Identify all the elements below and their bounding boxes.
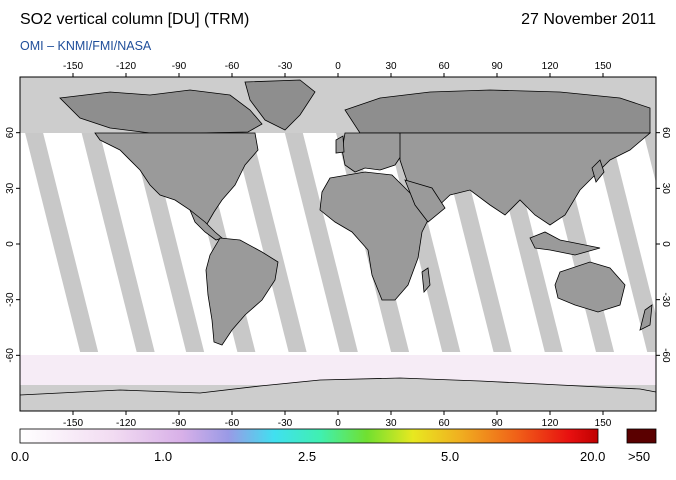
north-america-north [59,89,263,134]
lat-label-left: 60 [5,127,16,139]
australia [554,261,626,313]
eurasia-north [344,89,651,134]
lat-label-left: 30 [5,182,16,194]
lon-label-top: -90 [172,61,187,72]
colorbar [19,428,599,444]
lon-label-bottom: 60 [438,418,450,429]
lon-label-bottom: 30 [385,418,397,429]
lon-label-top: 0 [335,61,341,72]
antarctica [20,377,656,411]
lon-label-bottom: -30 [278,418,293,429]
missing-data-swath [233,133,307,352]
lat-label-left: -60 [5,348,16,363]
madagascar [421,267,431,293]
lon-label-bottom: -60 [225,418,240,429]
indonesia [529,231,601,256]
map-title: SO2 vertical column [DU] (TRM) [20,11,250,28]
map-date: 27 November 2011 [521,11,656,28]
colorbar-label-4: 20.0 [580,449,606,464]
lon-label-bottom: 120 [542,418,559,429]
lat-label-right: 0 [660,241,671,247]
lon-label-top: 30 [385,61,397,72]
lon-label-top: -150 [63,61,83,72]
japan [591,159,605,183]
continents [20,79,656,411]
lon-label-top: -60 [225,61,240,72]
lon-label-bottom: 0 [335,418,341,429]
map-ticks: -150 -150 -120 -120 -90 -90 -60 -60 -30 -30 0 0 30 30… [5,61,671,429]
missing-data-swath [81,133,155,352]
arabia [404,179,446,223]
colorbar-label-3: 5.0 [441,449,460,464]
new-zealand [639,304,653,331]
lon-label-top: 60 [438,61,450,72]
missing-data-swath [284,133,358,352]
missing-data-swath [592,133,656,352]
colorbar-overflow-label: >50 [628,449,651,464]
africa [319,171,433,301]
south-america [205,237,279,346]
lon-label-top: 120 [542,61,559,72]
colorbar-overflow [626,428,657,444]
lat-label-right: 60 [660,127,671,139]
lat-label-right: 30 [660,183,671,195]
lon-label-bottom: 150 [595,418,612,429]
greenland [244,79,316,131]
lon-label-bottom: -90 [172,418,187,429]
lon-label-bottom: 90 [491,418,503,429]
lat-label-right: -30 [660,292,671,307]
lon-label-top: 150 [595,61,612,72]
missing-data-swath [643,133,656,183]
missing-data-swath [131,133,205,352]
british-isles [335,135,345,154]
lat-label-left: -30 [5,292,16,307]
colorbar-label-0: 0.0 [11,449,30,464]
lon-label-top: -30 [278,61,293,72]
lon-label-top: -120 [116,61,136,72]
missing-data-swath [387,133,461,352]
lon-label-bottom: -120 [116,418,136,429]
lon-label-top: 90 [491,61,503,72]
colorbar-label-1: 1.0 [154,449,173,464]
data-source: OMI – KNMI/FMI/NASA [20,39,152,53]
colorbar-label-2: 2.5 [298,449,317,464]
lat-label-right: -60 [660,348,671,363]
lat-label-left: 0 [5,241,16,247]
lon-label-bottom: -150 [63,418,83,429]
missing-data-swath [25,133,99,352]
